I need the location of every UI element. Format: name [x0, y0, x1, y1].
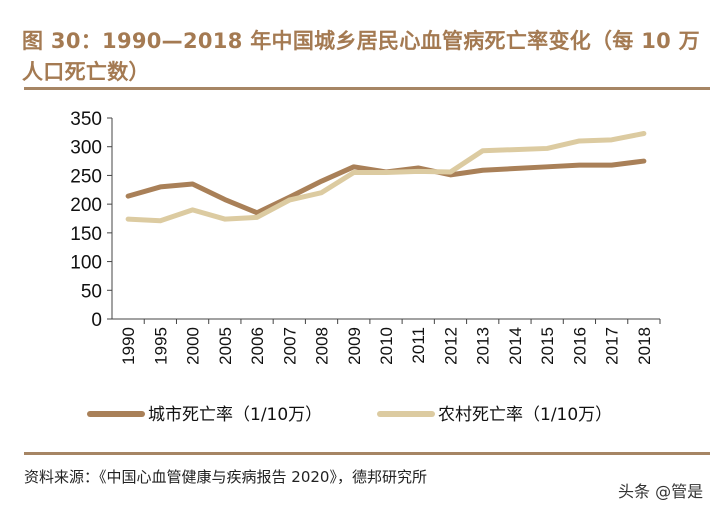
- x-tick-label: 1990: [119, 327, 138, 365]
- x-tick-label: 2017: [603, 327, 622, 365]
- series-line-urban: [125, 158, 647, 216]
- y-tick-label: 250: [70, 166, 102, 187]
- x-tick-label: 2009: [345, 327, 364, 365]
- line-chart: 0 50 100 150 200 250 300 350 1990 1995 2000 2005 200…: [70, 109, 661, 425]
- source-note: 资料来源：《中国心血管健康与疾病报告 2020》，德邦研究所: [24, 468, 427, 486]
- y-tick-label: 0: [91, 310, 102, 331]
- legend-label: 农村死亡率（1/10万）: [438, 405, 612, 425]
- y-tick-label: 150: [70, 224, 102, 245]
- x-tick-label: 2013: [474, 327, 493, 365]
- top-divider: [24, 87, 710, 90]
- x-tick-label: 2005: [216, 327, 235, 365]
- x-tick-label: 2012: [441, 327, 460, 365]
- x-tick-label: 2007: [280, 327, 299, 365]
- chart-title: 图 30：1990—2018 年中国城乡居民心血管病死亡率变化（每 10 万人口…: [22, 29, 700, 84]
- x-tick-label: 1995: [151, 327, 170, 365]
- bottom-divider: [24, 452, 710, 455]
- x-tick-label: 2006: [248, 327, 267, 365]
- y-tick-label: 100: [70, 253, 102, 274]
- x-tick-label: 2015: [538, 327, 557, 365]
- x-tick-label: 2008: [313, 327, 332, 365]
- x-tick-label: 2010: [377, 327, 396, 365]
- x-tick-label: 2016: [570, 327, 589, 365]
- x-tick-label: 2011: [409, 327, 428, 364]
- y-tick-label: 300: [70, 138, 102, 159]
- x-tick-label: 2014: [506, 327, 525, 365]
- y-tick-label: 50: [81, 281, 102, 302]
- x-tick-label: 2018: [635, 327, 654, 365]
- legend-label: 城市死亡率（1/10万）: [148, 405, 322, 425]
- watermark: 头条 @管是: [618, 482, 704, 501]
- y-tick-label: 350: [70, 109, 102, 130]
- x-tick-label: 2000: [184, 327, 203, 365]
- series-line-rural: [125, 131, 647, 224]
- y-tick-label: 200: [70, 195, 102, 216]
